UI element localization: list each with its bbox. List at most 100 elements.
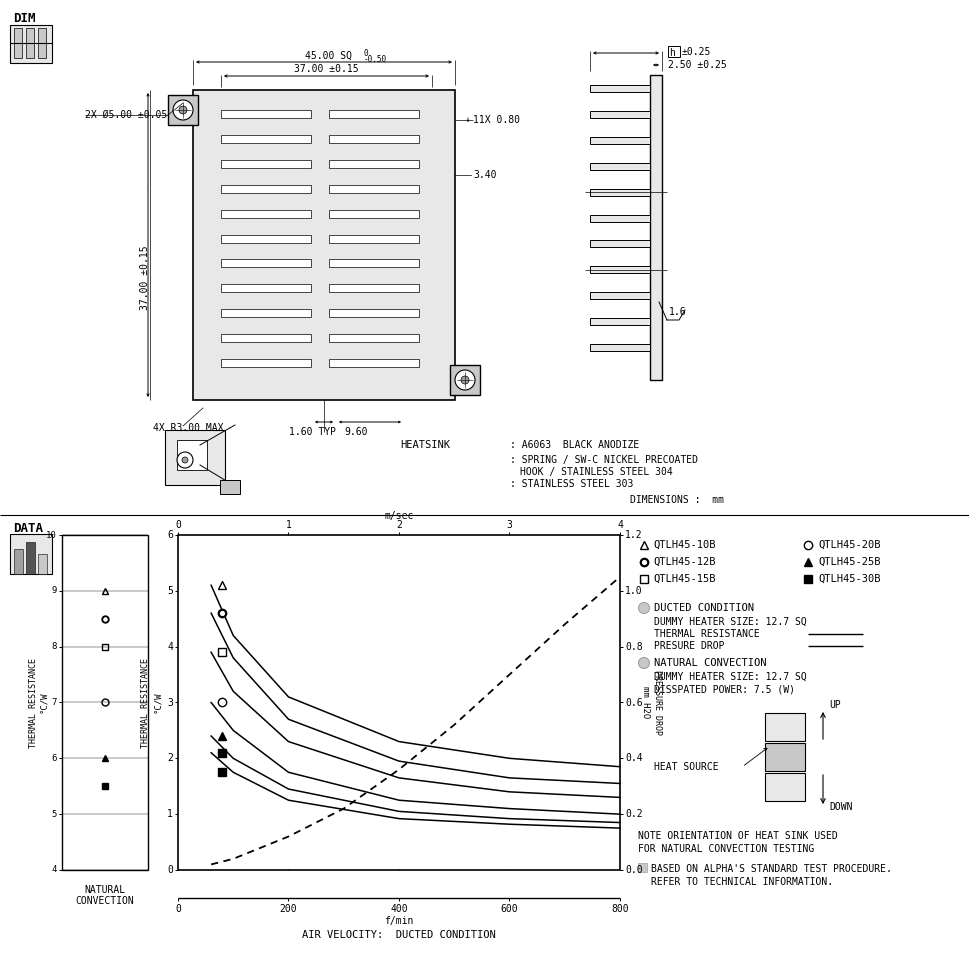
Text: 1: 1 — [167, 809, 172, 820]
Text: QTLH45-10B: QTLH45-10B — [652, 540, 715, 550]
Bar — [589, 111, 649, 117]
Text: 200: 200 — [279, 904, 297, 914]
Bar — [220, 480, 239, 494]
Bar — [328, 235, 419, 243]
Bar — [221, 285, 311, 292]
Bar — [638, 863, 646, 872]
Circle shape — [182, 457, 188, 463]
Text: 5: 5 — [167, 586, 172, 596]
Bar — [221, 210, 311, 218]
Text: 0: 0 — [363, 49, 368, 57]
Text: 2: 2 — [395, 520, 401, 530]
Text: QTLH45-25B: QTLH45-25B — [817, 557, 880, 567]
Bar — [328, 334, 419, 342]
Text: 1.6: 1.6 — [669, 307, 686, 317]
Text: 0: 0 — [167, 865, 172, 875]
Text: DATA: DATA — [13, 521, 43, 534]
Text: NATURAL CONVECTION: NATURAL CONVECTION — [653, 658, 766, 668]
Bar — [10, 534, 52, 574]
Text: 2X Ø5.00 ±0.05: 2X Ø5.00 ±0.05 — [85, 110, 167, 120]
Bar — [178, 535, 619, 870]
Text: 4: 4 — [616, 520, 622, 530]
Bar — [165, 430, 225, 485]
Circle shape — [638, 657, 649, 668]
Bar — [221, 259, 311, 267]
Text: 400: 400 — [390, 904, 407, 914]
Text: DUMMY HEATER SIZE: 12.7 SQ: DUMMY HEATER SIZE: 12.7 SQ — [653, 672, 806, 682]
Text: 4: 4 — [167, 642, 172, 652]
Text: 3: 3 — [167, 697, 172, 708]
Bar — [221, 184, 311, 192]
Bar — [328, 135, 419, 143]
Bar — [328, 184, 419, 192]
Text: PRESSURE DROP: PRESSURE DROP — [653, 670, 662, 735]
Bar — [221, 235, 311, 243]
Bar — [589, 85, 649, 92]
Text: BASED ON ALPHA'S STANDARD TEST PROCEDURE.: BASED ON ALPHA'S STANDARD TEST PROCEDURE… — [650, 864, 891, 874]
Bar — [589, 215, 649, 221]
Text: DIM: DIM — [13, 12, 36, 24]
Text: NOTE ORIENTATION OF HEAT SINK USED: NOTE ORIENTATION OF HEAT SINK USED — [638, 831, 837, 841]
Text: 37.00 ±0.15: 37.00 ±0.15 — [140, 245, 150, 310]
Circle shape — [172, 100, 193, 120]
Bar — [668, 46, 679, 57]
Bar — [589, 188, 649, 195]
Bar — [38, 28, 46, 58]
Text: 1.2: 1.2 — [624, 530, 641, 540]
Text: 45.00 SQ: 45.00 SQ — [305, 51, 352, 61]
Text: ±0.25: ±0.25 — [681, 47, 710, 57]
Text: NATURAL: NATURAL — [84, 885, 125, 895]
Bar — [193, 90, 454, 400]
Text: -0.50: -0.50 — [363, 54, 387, 63]
Text: DUMMY HEATER SIZE: 12.7 SQ: DUMMY HEATER SIZE: 12.7 SQ — [653, 617, 806, 627]
Circle shape — [179, 106, 187, 114]
Bar — [765, 743, 804, 771]
Circle shape — [176, 452, 193, 468]
Text: 5: 5 — [51, 810, 57, 819]
Bar — [589, 318, 649, 325]
Bar — [168, 95, 198, 125]
Text: 6: 6 — [167, 530, 172, 540]
Text: h: h — [669, 48, 674, 58]
Text: 4X R3.00 MAX: 4X R3.00 MAX — [153, 423, 223, 433]
Bar — [589, 266, 649, 274]
Bar — [14, 549, 23, 574]
Text: HEAT SOURCE: HEAT SOURCE — [653, 762, 718, 772]
Text: 800: 800 — [610, 904, 628, 914]
Bar — [221, 334, 311, 342]
Bar — [328, 110, 419, 118]
Text: DOWN: DOWN — [828, 802, 852, 812]
Text: THERMAL RESISTANCE: THERMAL RESISTANCE — [141, 657, 150, 748]
Text: 8: 8 — [51, 642, 57, 652]
Text: FOR NATURAL CONVECTION TESTING: FOR NATURAL CONVECTION TESTING — [638, 844, 813, 854]
Text: 3.40: 3.40 — [473, 170, 496, 180]
Text: 0.2: 0.2 — [624, 809, 641, 820]
Bar — [10, 25, 52, 63]
Text: 0: 0 — [174, 904, 181, 914]
Text: 1: 1 — [285, 520, 291, 530]
Bar — [62, 535, 148, 870]
Text: 6: 6 — [51, 753, 57, 763]
Text: 0.4: 0.4 — [624, 753, 641, 763]
Bar — [328, 310, 419, 318]
Text: 3: 3 — [506, 520, 512, 530]
Bar — [328, 259, 419, 267]
Text: QTLH45-15B: QTLH45-15B — [652, 574, 715, 584]
Text: DISSPATED POWER: 7.5 (W): DISSPATED POWER: 7.5 (W) — [653, 684, 795, 694]
Circle shape — [638, 602, 649, 614]
Text: 600: 600 — [500, 904, 517, 914]
Text: 1.0: 1.0 — [624, 586, 641, 596]
Bar — [450, 365, 480, 395]
Text: CONVECTION: CONVECTION — [76, 896, 135, 906]
Text: f/min: f/min — [384, 916, 413, 926]
Circle shape — [454, 370, 475, 390]
Bar — [649, 75, 661, 380]
Text: 9.60: 9.60 — [344, 427, 367, 437]
Text: 4: 4 — [51, 865, 57, 875]
Bar — [221, 359, 311, 367]
Text: HEATSINK: HEATSINK — [399, 440, 450, 450]
Text: 0.8: 0.8 — [624, 642, 641, 652]
Text: 0: 0 — [174, 520, 181, 530]
Text: m/sec: m/sec — [384, 511, 413, 521]
Bar — [765, 773, 804, 801]
